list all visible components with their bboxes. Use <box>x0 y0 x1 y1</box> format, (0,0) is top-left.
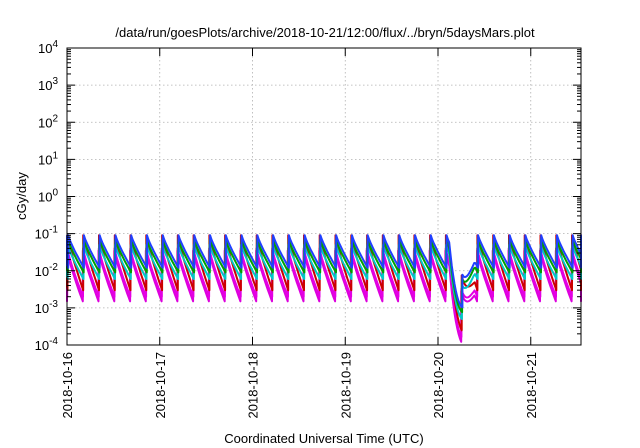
series-line-4 <box>66 243 582 320</box>
x-axis-label: Coordinated Universal Time (UTC) <box>224 431 423 446</box>
ticks <box>66 47 581 346</box>
series-line-5 <box>66 238 582 314</box>
x-tick-label: 2018-10-16 <box>60 352 75 419</box>
x-tick-label: 2018-10-19 <box>338 352 353 419</box>
x-tick-label: 2018-10-21 <box>524 352 539 419</box>
x-tick-label: 2018-10-18 <box>246 352 261 419</box>
chart-title: /data/run/goesPlots/archive/2018-10-21/1… <box>115 25 535 40</box>
y-tick-label: 103 <box>38 76 58 93</box>
x-tick-label: 2018-10-17 <box>153 352 168 419</box>
series-group <box>66 234 582 343</box>
y-tick-label: 102 <box>38 113 58 130</box>
y-tick-label: 100 <box>38 188 58 205</box>
y-tick-label: 104 <box>38 39 58 56</box>
y-tick-label: 10-3 <box>35 299 59 316</box>
y-tick-label: 10-2 <box>35 262 59 279</box>
y-axis-label: cGy/day <box>14 172 29 220</box>
y-tick-label: 10-4 <box>35 336 59 353</box>
x-tick-label: 2018-10-20 <box>431 352 446 419</box>
y-tick-labels: 10-4 10-3 10-2 10-1 100 101 102 103 104 <box>35 39 59 353</box>
series-line-6 <box>66 234 582 309</box>
x-tick-labels: 2018-10-16 2018-10-17 2018-10-18 2018-10-19… <box>60 352 539 419</box>
y-tick-label: 10-1 <box>35 225 59 242</box>
grid <box>67 48 581 345</box>
y-tick-label: 101 <box>38 150 58 167</box>
